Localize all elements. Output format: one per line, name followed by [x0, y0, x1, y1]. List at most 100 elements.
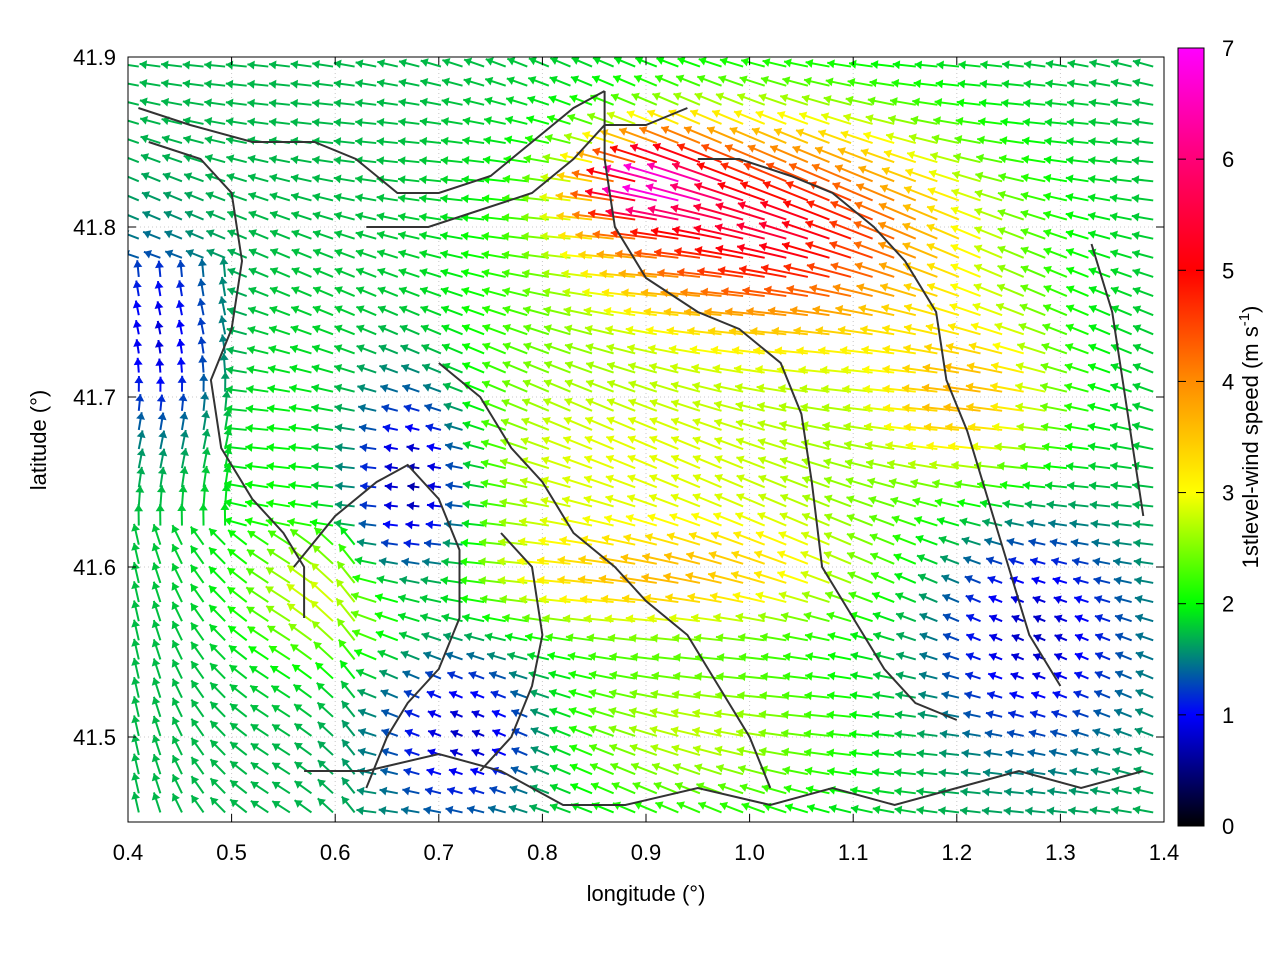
wind-arrow	[509, 785, 528, 795]
wind-arrow	[524, 632, 550, 642]
wind-arrow-head	[272, 781, 281, 790]
wind-arrow	[1068, 806, 1089, 816]
wind-arrow	[988, 614, 1003, 623]
wind-arrow-head	[449, 690, 458, 699]
wind-arrow-head	[489, 785, 498, 795]
wind-arrow	[190, 775, 205, 794]
wind-arrow	[629, 689, 657, 699]
wind-arrow	[673, 652, 701, 662]
wind-arrow	[291, 663, 313, 680]
wind-arrow-head	[960, 806, 968, 816]
wind-arrow	[894, 729, 916, 739]
wind-arrow-head	[1011, 652, 1020, 662]
wind-arrow	[849, 748, 873, 758]
wind-arrow	[356, 538, 377, 548]
wind-arrow	[848, 591, 873, 603]
wind-arrow	[490, 690, 507, 699]
wind-arrow-head	[826, 611, 835, 621]
wind-arrow	[1054, 633, 1068, 643]
wind-arrow	[444, 651, 463, 661]
wind-arrow	[757, 612, 787, 623]
wind-arrow-head	[1074, 671, 1083, 680]
wind-arrow-head	[960, 768, 969, 778]
wind-arrow	[1051, 709, 1068, 719]
wind-arrow-head	[938, 806, 946, 816]
wind-arrow	[131, 581, 140, 603]
wind-arrow-head	[403, 767, 412, 777]
wind-arrow-head	[916, 805, 925, 815]
wind-arrow	[289, 528, 313, 546]
wind-arrow	[380, 767, 399, 776]
wind-arrow	[917, 729, 938, 739]
wind-arrow-head	[191, 622, 199, 631]
wind-arrow-head	[511, 708, 520, 718]
wind-arrow-head	[550, 783, 559, 792]
wind-arrow	[549, 707, 571, 718]
wind-arrow	[479, 518, 506, 528]
wind-arrow-head	[718, 782, 727, 792]
wind-arrow	[676, 801, 701, 814]
wind-arrow-head	[171, 582, 180, 591]
wind-arrow	[806, 803, 830, 814]
wind-arrow-head	[547, 651, 556, 661]
wind-arrow	[398, 631, 420, 642]
wind-arrow-head	[849, 767, 858, 777]
wind-arrow-head	[625, 513, 634, 523]
wind-arrow-head	[1090, 766, 1099, 776]
wind-arrow-head	[312, 545, 321, 554]
wind-arrow	[380, 689, 399, 699]
wind-arrow	[1072, 576, 1089, 585]
wind-arrow	[1047, 787, 1068, 797]
wind-arrow-head	[530, 708, 539, 717]
wind-arrow	[548, 688, 571, 699]
wind-arrow	[335, 578, 356, 603]
wind-arrow	[738, 652, 765, 662]
wind-arrow	[226, 586, 248, 603]
wind-arrow	[849, 691, 873, 700]
wind-arrow-head	[1093, 708, 1102, 718]
wind-arrow-head	[760, 672, 768, 682]
wind-arrow-head	[250, 762, 260, 771]
wind-arrow-head	[669, 512, 678, 522]
wind-arrow	[803, 729, 830, 739]
wind-arrow	[449, 710, 463, 719]
wind-arrow	[151, 753, 162, 775]
wind-arrow-head	[267, 549, 276, 557]
wind-arrow	[190, 718, 205, 737]
wind-arrow-head	[190, 583, 199, 593]
wind-arrow	[336, 560, 356, 584]
wind-arrow	[1004, 518, 1024, 528]
wind-arrow	[310, 500, 334, 509]
wind-arrow	[984, 537, 1003, 546]
wind-arrow-head	[630, 671, 639, 681]
wind-arrow-head	[1133, 785, 1142, 795]
wind-arrow	[317, 797, 334, 814]
wind-arrow	[228, 644, 248, 661]
wind-arrow	[266, 625, 291, 642]
wind-arrow-head	[171, 774, 180, 783]
wind-arrow-head	[489, 670, 498, 680]
wind-arrow	[708, 550, 744, 565]
wind-arrow	[504, 632, 528, 642]
wind-arrow-head	[119, 153, 127, 161]
wind-arrow-head	[716, 672, 724, 682]
wind-arrow-head	[403, 689, 413, 699]
wind-arrow	[942, 593, 960, 603]
wind-arrow-head	[782, 632, 791, 642]
wind-arrow	[292, 683, 313, 699]
wind-arrow	[208, 584, 226, 603]
wind-arrow-head	[589, 743, 598, 753]
wind-arrow	[623, 533, 658, 546]
wind-arrow-head	[739, 783, 748, 792]
wind-arrow	[423, 539, 442, 549]
wind-arrow	[941, 574, 960, 584]
wind-arrow-head	[672, 633, 680, 643]
wind-arrow	[1011, 614, 1025, 623]
wind-arrow-head	[379, 669, 388, 678]
wind-arrow-head	[777, 570, 786, 579]
wind-arrow	[965, 633, 981, 642]
wind-arrow-head	[271, 685, 280, 694]
wind-arrow-head	[441, 557, 449, 567]
wind-arrow	[588, 670, 614, 680]
wind-arrow	[247, 625, 269, 642]
